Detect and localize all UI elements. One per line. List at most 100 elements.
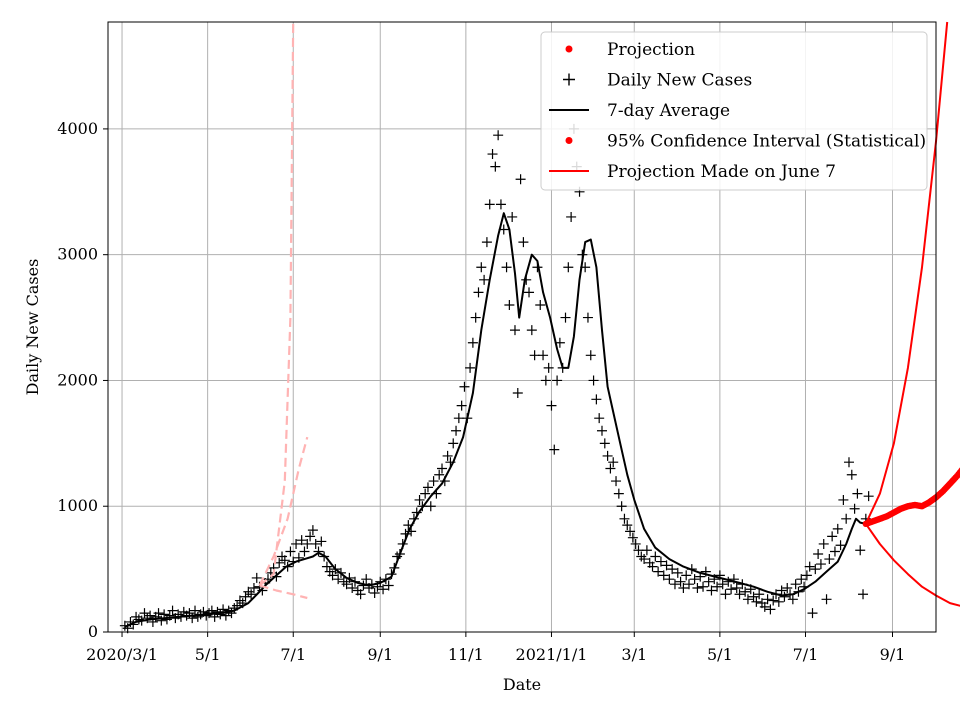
daily-case-point: [305, 531, 316, 542]
legend-label-0: Projection: [607, 40, 695, 60]
daily-case-point: [437, 463, 448, 474]
daily-case-point: [740, 586, 751, 597]
x-tick-label-2: 7/1: [280, 645, 306, 664]
x-tick-label-5: 2021/1/1: [516, 645, 588, 664]
legend-marker-1: [563, 73, 575, 86]
daily-case-point: [843, 457, 854, 468]
daily-case-point: [728, 574, 739, 585]
daily-case-point: [650, 551, 661, 562]
daily-case-point: [641, 545, 652, 556]
y-tick-label-4: 4000: [57, 119, 98, 138]
daily-case-point: [647, 561, 658, 572]
daily-case-point: [813, 549, 824, 560]
daily-case-point: [139, 608, 150, 619]
daily-case-point: [616, 501, 627, 512]
daily-case-point: [549, 444, 560, 455]
daily-case-point: [467, 337, 478, 348]
daily-case-point: [720, 589, 731, 600]
x-tick-label-1: 5/1: [195, 645, 221, 664]
daily-case-point: [698, 581, 709, 592]
daily-case-point: [420, 488, 431, 499]
daily-case-point: [470, 312, 481, 323]
daily-case-point: [827, 531, 838, 542]
daily-case-point: [453, 413, 464, 424]
daily-case-point: [588, 375, 599, 386]
daily-case-point: [821, 594, 832, 605]
daily-case-point: [251, 572, 262, 583]
daily-case-point: [712, 581, 723, 592]
daily-case-point: [596, 425, 607, 436]
daily-case-point: [515, 174, 526, 185]
daily-case-point: [490, 161, 501, 172]
daily-case-point: [428, 476, 439, 487]
daily-case-point: [296, 535, 307, 546]
daily-case-point: [608, 457, 619, 468]
daily-case-point: [717, 579, 728, 590]
daily-case-point: [742, 594, 753, 605]
legend-label-4: Projection Made on June 7: [607, 162, 836, 182]
daily-case-point: [611, 476, 622, 487]
daily-case-point: [692, 582, 703, 593]
daily-case-point: [355, 589, 366, 600]
daily-case-point: [667, 564, 678, 575]
daily-case-point: [672, 567, 683, 578]
daily-case-point: [582, 312, 593, 323]
daily-case-point: [863, 491, 874, 502]
y-tick-label-0: 0: [88, 622, 98, 641]
daily-case-point: [773, 596, 784, 607]
daily-case-point: [796, 574, 807, 585]
daily-case-point: [669, 579, 680, 590]
daily-case-point: [835, 540, 846, 551]
daily-case-point: [625, 526, 636, 537]
daily-case-point: [414, 494, 425, 505]
daily-case-point: [543, 362, 554, 373]
daily-case-point: [529, 350, 540, 361]
daily-case-point: [566, 211, 577, 222]
daily-case-point: [841, 513, 852, 524]
plot-frame: [107, 21, 937, 633]
daily-case-point: [321, 561, 332, 572]
daily-case-point: [316, 536, 327, 547]
daily-case-point: [518, 237, 529, 248]
daily-case-point: [684, 579, 695, 590]
daily-case-point: [310, 538, 321, 549]
daily-case-point: [605, 463, 616, 474]
daily-case-point: [630, 538, 641, 549]
daily-case-point: [291, 538, 302, 549]
daily-case-point: [768, 595, 779, 606]
daily-case-point: [535, 299, 546, 310]
daily-case-point: [658, 570, 669, 581]
daily-case-point: [246, 589, 257, 600]
daily-case-point: [832, 523, 843, 534]
daily-case-point: [279, 555, 290, 566]
daily-case-point: [552, 375, 563, 386]
daily-case-point: [361, 574, 372, 585]
daily-case-point: [540, 375, 551, 386]
daily-case-point: [481, 237, 492, 248]
daily-case-point: [299, 546, 310, 557]
legend-marker-0: [565, 45, 573, 53]
daily-case-point: [248, 582, 259, 593]
daily-case-point: [327, 570, 338, 581]
daily-case-point: [594, 413, 605, 424]
daily-case-point: [818, 538, 829, 549]
daily-case-point: [507, 211, 518, 222]
daily-case-point: [448, 438, 459, 449]
legend-label-3: 95% Confidence Interval (Statistical): [607, 132, 926, 152]
legend: Projection Daily New Cases 7-day Average 95…: [540, 31, 928, 191]
daily-case-point: [164, 610, 175, 621]
daily-case-point: [754, 589, 765, 600]
daily-case-point: [341, 579, 352, 590]
daily-case-point: [302, 538, 313, 549]
daily-case-point: [779, 591, 790, 602]
daily-case-point: [560, 312, 571, 323]
daily-case-point: [807, 608, 818, 619]
x-tick-label-3: 9/1: [367, 645, 393, 664]
daily-case-point: [546, 400, 557, 411]
daily-case-point: [810, 564, 821, 575]
x-tick-label-4: 11/1: [448, 645, 484, 664]
daily-case-point: [313, 546, 324, 557]
legend-box: [540, 31, 928, 191]
daily-case-point: [681, 570, 692, 581]
